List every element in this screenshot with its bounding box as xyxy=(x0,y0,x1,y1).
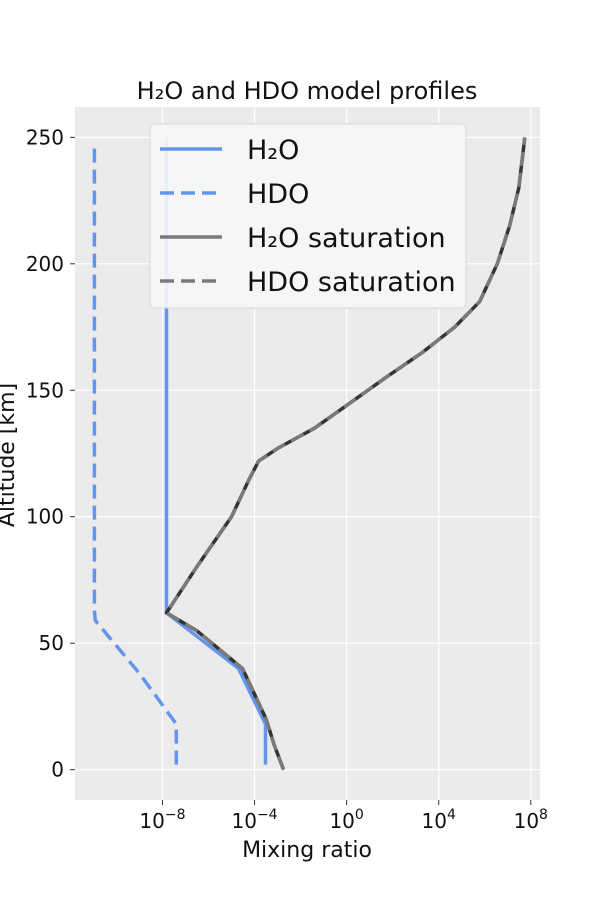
x-tick-exponent: 0 xyxy=(355,807,364,823)
y-tick-label: 250 xyxy=(26,125,64,149)
legend-box xyxy=(149,123,467,309)
legend-label: H₂O xyxy=(247,135,299,166)
y-tick-label: 0 xyxy=(51,758,64,782)
y-axis: 0 50 100 150 200 250 xyxy=(26,125,75,782)
y-tick-label: 200 xyxy=(26,252,64,276)
y-tick-label: 100 xyxy=(26,505,64,529)
series-line-h2o xyxy=(164,137,268,765)
x-tick-label: 100 xyxy=(329,807,363,833)
x-tick-exponent: 4 xyxy=(447,807,456,823)
legend-label: HDO saturation xyxy=(247,267,456,298)
chart-title: H₂O and HDO model profiles xyxy=(137,77,478,105)
x-tick-base: 10 xyxy=(139,809,164,833)
legend-label: HDO xyxy=(247,179,309,210)
x-tick-exponent: 8 xyxy=(539,807,548,823)
x-axis-label: Mixing ratio xyxy=(242,838,372,863)
x-tick-label: 10−4 xyxy=(232,807,278,833)
x-tick-base: 10 xyxy=(514,809,539,833)
series-layer xyxy=(92,137,527,771)
y-axis-label: Altitude [km] xyxy=(0,383,20,527)
x-tick-exponent: −4 xyxy=(257,807,278,823)
x-axis: 10−8 10−4 100 104 108 xyxy=(139,800,548,833)
series-line-hdo-saturation xyxy=(164,137,527,771)
x-tick-base: 10 xyxy=(232,809,257,833)
x-tick-base: 10 xyxy=(329,809,354,833)
x-tick-base: 10 xyxy=(422,809,447,833)
x-tick-label: 104 xyxy=(422,807,456,833)
y-tick-label: 150 xyxy=(26,378,64,402)
x-tick-label: 108 xyxy=(514,807,548,833)
x-tick-exponent: −8 xyxy=(165,807,186,823)
legend-label: H₂O saturation xyxy=(247,223,446,254)
legend: H₂O HDO H₂O saturation HDO saturation xyxy=(149,123,467,309)
x-tick-label: 10−8 xyxy=(139,807,185,833)
y-tick-label: 50 xyxy=(39,631,64,655)
series-line-hdo xyxy=(92,142,179,765)
